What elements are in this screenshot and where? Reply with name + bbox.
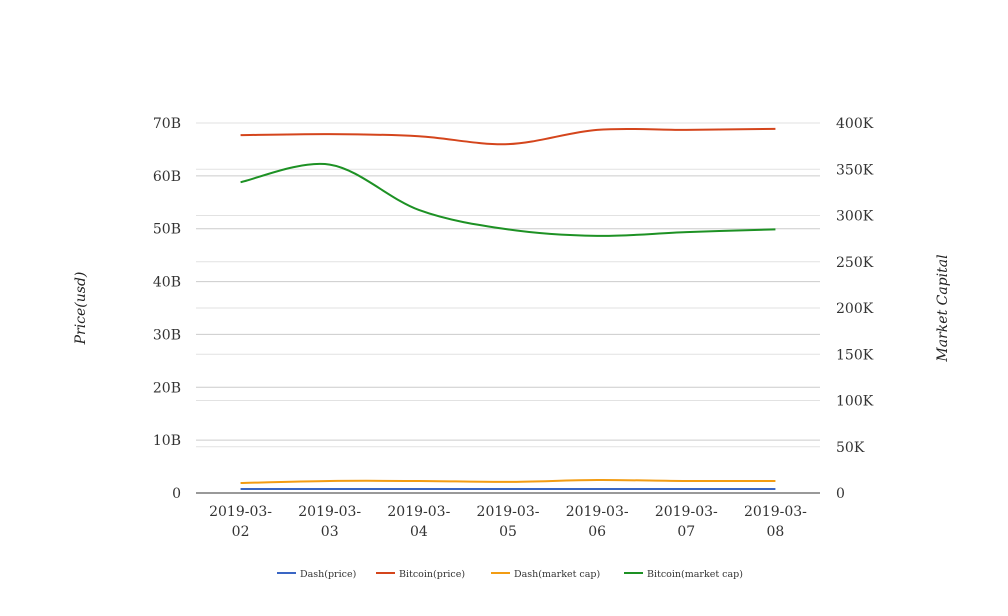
x-tick-label: 2019-03- 03 [298,504,361,540]
x-tick-label: 2019-03- 06 [566,504,629,540]
x-tick-label-line: 2019-03- [744,504,807,520]
y2-tick-label: 150K [836,347,874,363]
gridlines [196,122,820,448]
y-tick-label: 20B [153,380,181,396]
y2-tick-label: 50K [836,440,865,456]
x-tick-label: 2019-03- 08 [744,504,807,540]
x-tick-label-line: 2019-03- [655,504,718,520]
series-lines [240,127,776,490]
y2-axis-title: Market Capital [935,254,951,362]
y-tick-label: 40B [153,275,181,291]
y-tick-label: 50B [153,222,181,238]
series-line-bitcoin-price [240,127,776,146]
y-tick-label: 60B [153,169,181,185]
series-line-dash-market-cap [240,479,776,485]
y-tick-label: 0 [172,486,181,502]
x-tick-label-line: 02 [232,524,250,540]
left-axis-ticks: 0 10B 20B 30B 40B 50B 60B 70B [153,116,181,502]
x-tick-label-line: 2019-03- [298,504,361,520]
x-tick-label-line: 2019-03- [209,504,272,520]
y2-tick-label: 100K [836,394,874,410]
x-tick-label-line: 2019-03- [477,504,540,520]
y-tick-label: 10B [153,433,181,449]
x-tick-label-line: 2019-03- [387,504,450,520]
legend-label: Bitcoin(market cap) [647,569,743,580]
y2-tick-label: 200K [836,301,874,317]
y2-tick-label: 250K [836,255,874,271]
y2-tick-label: 0 [836,486,845,502]
y-tick-label: 30B [153,327,181,343]
x-tick-label-line: 08 [767,524,785,540]
x-tick-label-line: 05 [499,524,517,540]
y-tick-label: 70B [153,116,181,132]
series-line-bitcoin-market-cap [240,162,776,237]
right-axis-ticks: 0 50K 100K 150K 200K 250K 300K 350K 400K [836,116,874,502]
x-tick-label: 2019-03- 07 [655,504,718,540]
x-axis-ticks: 2019-03- 02 2019-03- 03 2019-03- 04 2019-03- 05… [209,504,807,540]
x-tick-label: 2019-03- 05 [477,504,540,540]
x-tick-label-line: 06 [588,524,606,540]
x-tick-label: 2019-03- 04 [387,504,450,540]
legend: Dash(price) Bitcoin(price) Dash(market cap… [277,569,743,580]
y2-tick-label: 300K [836,209,874,225]
x-tick-label: 2019-03- 02 [209,504,272,540]
x-tick-label-line: 07 [677,524,695,540]
y2-tick-label: 400K [836,116,874,132]
legend-label: Dash(market cap) [514,569,600,580]
x-tick-label-line: 2019-03- [566,504,629,520]
y-axis-title: Price(usd) [73,272,89,346]
x-tick-label-line: 04 [410,524,428,540]
legend-label: Dash(price) [300,569,356,580]
y2-tick-label: 350K [836,162,874,178]
x-tick-label-line: 03 [321,524,339,540]
legend-label: Bitcoin(price) [399,569,465,580]
